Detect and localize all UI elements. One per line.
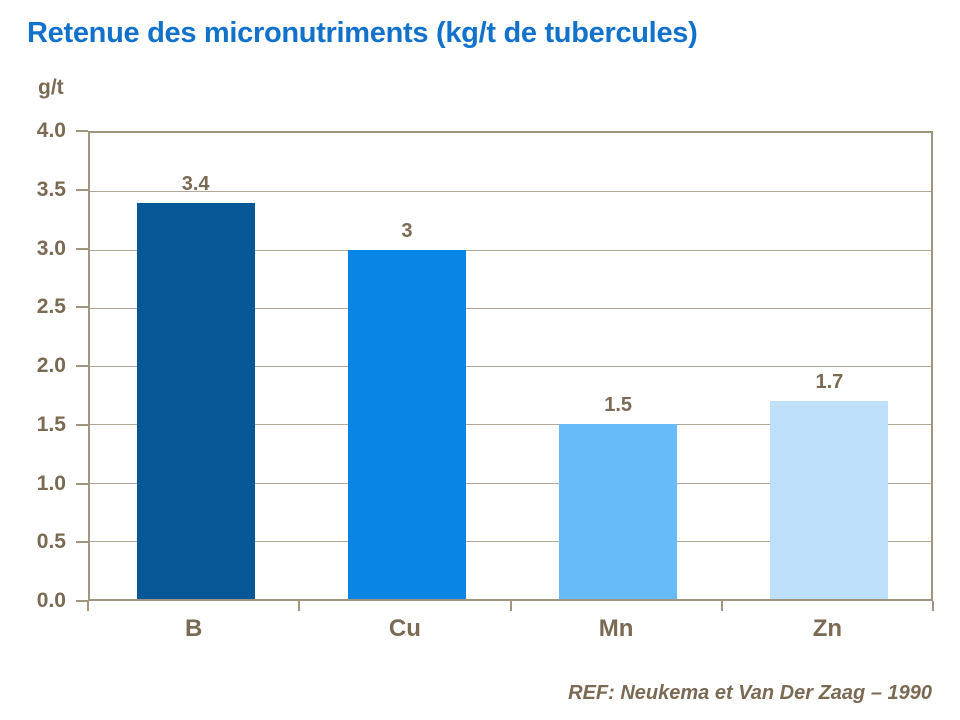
- bar-value-label: 1.5: [604, 394, 633, 417]
- y-axis-tick: [76, 600, 88, 602]
- gridline: [90, 540, 931, 542]
- y-axis-tick: [76, 423, 88, 426]
- bar-Zn: [770, 400, 889, 599]
- x-axis-tick: [509, 601, 512, 611]
- y-tick-label: 0.5: [36, 530, 66, 554]
- x-axis-tick: [298, 601, 301, 611]
- y-axis-unit-label: g/t: [38, 76, 64, 99]
- y-tick-label: 4.0: [36, 119, 66, 142]
- x-category-label: Mn: [598, 615, 634, 642]
- x-category-label: Zn: [812, 615, 843, 642]
- y-axis-tick: [76, 130, 88, 132]
- bar-Cu: [347, 249, 466, 599]
- y-tick-label: 3.5: [36, 177, 66, 201]
- y-axis-tick: [76, 188, 88, 191]
- bar-B: [136, 202, 255, 599]
- gridline: [90, 191, 931, 193]
- gridline: [90, 249, 931, 251]
- y-axis-tick: [76, 482, 88, 485]
- y-axis-tick: [76, 365, 88, 367]
- x-axis-tick: [720, 601, 723, 611]
- y-axis-tick: [76, 247, 88, 250]
- gridline: [90, 307, 931, 309]
- bar-value-label: 3: [401, 219, 413, 242]
- y-tick-label: 2.5: [36, 295, 66, 319]
- plot-area: 3.4 3 1.5 1.7: [88, 131, 933, 601]
- x-axis-tick: [932, 601, 934, 611]
- y-tick-label: 1.0: [36, 471, 66, 495]
- y-tick-label: 3.0: [36, 236, 66, 260]
- gridline: [90, 424, 931, 426]
- y-axis-tick: [76, 306, 88, 309]
- y-tick-label: 0.0: [36, 589, 66, 612]
- x-category-label: Cu: [388, 615, 421, 642]
- bar-value-label: 1.7: [815, 370, 844, 393]
- x-axis-tick: [87, 601, 89, 611]
- y-axis-tick: [76, 541, 88, 544]
- x-category-label: B: [184, 615, 203, 642]
- chart-title: Retenue des micronutriments (kg/t de tub…: [27, 17, 698, 49]
- gridline: [90, 366, 931, 367]
- bar-value-label: 3.4: [181, 172, 210, 195]
- gridline: [90, 482, 931, 484]
- chart-source: REF: Neukema et Van Der Zaag – 1990: [568, 682, 932, 704]
- y-tick-label: 2.0: [36, 354, 66, 377]
- y-tick-label: 1.5: [36, 412, 66, 436]
- bar-Mn: [559, 424, 678, 599]
